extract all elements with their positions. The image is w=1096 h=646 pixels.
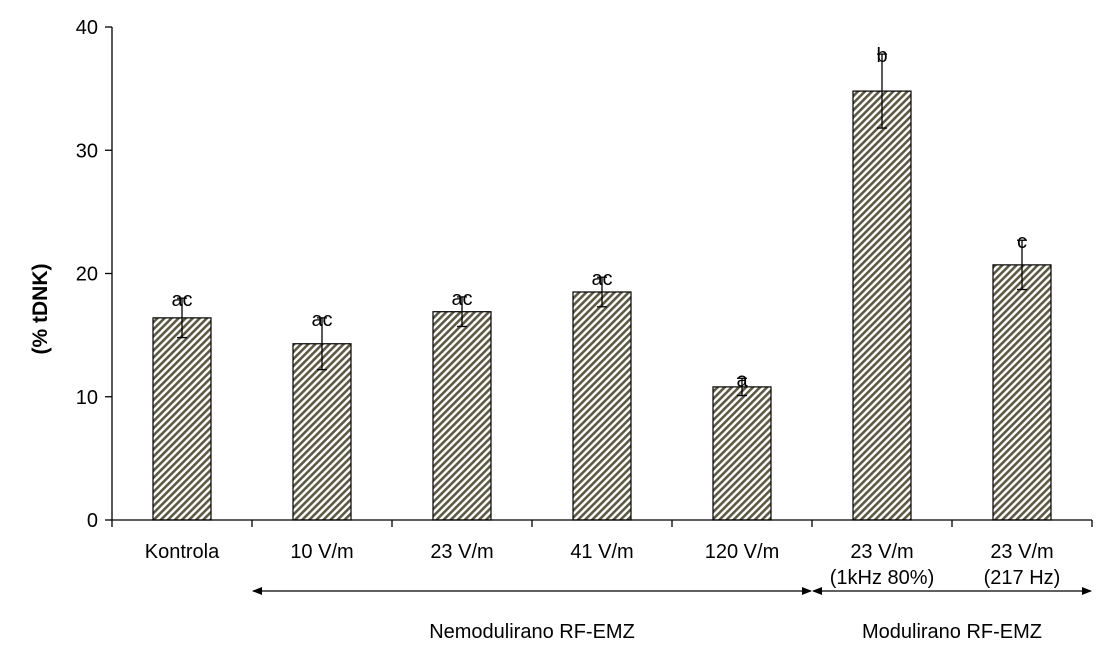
x-axis: Kontrola 10 V/m 23 V/m 41 V/m 120 V/m 23 V/m (…	[111, 519, 1093, 589]
bar-5	[852, 90, 912, 521]
y-tick-label-3: 30	[76, 140, 98, 162]
significance-labels: ac ac ac ac a b c	[171, 45, 1027, 391]
group-label-0: Nemodulirano RF-EMZ	[429, 621, 635, 643]
bar-4	[712, 386, 772, 521]
bar-2	[432, 311, 492, 521]
y-tick-label-2: 20	[76, 264, 98, 286]
x-tick-label-4-0: 120 V/m	[705, 541, 779, 563]
bar-1	[292, 343, 352, 521]
bar-0	[152, 317, 212, 521]
significance-label-4: a	[736, 369, 748, 391]
x-tick-label-2-0: 23 V/m	[430, 541, 493, 563]
significance-label-0: ac	[171, 289, 192, 311]
significance-label-2: ac	[451, 288, 472, 310]
x-tick-label-3-0: 41 V/m	[570, 541, 633, 563]
y-tick-label-0: 0	[87, 510, 98, 532]
significance-label-6: c	[1017, 231, 1027, 253]
x-tick-label-1-0: 10 V/m	[290, 541, 353, 563]
y-tick-label-1: 10	[76, 387, 98, 409]
significance-label-5: b	[876, 45, 887, 67]
bar-6	[992, 264, 1052, 521]
x-tick-label-5-1: (1kHz 80%)	[830, 567, 934, 589]
y-axis: 0 10 20 30 40	[76, 17, 113, 532]
x-tick-label-6-1: (217 Hz)	[984, 567, 1061, 589]
bar-3	[572, 291, 632, 521]
significance-label-1: ac	[311, 309, 332, 331]
x-tick-label-0-0: Kontrola	[145, 541, 220, 563]
error-bars	[177, 53, 1027, 397]
y-tick-label-4: 40	[76, 17, 98, 39]
x-tick-label-6-0: 23 V/m	[990, 541, 1053, 563]
y-axis-label: (% tDNK)	[29, 264, 52, 355]
x-tick-label-5-0: 23 V/m	[850, 541, 913, 563]
significance-label-3: ac	[591, 268, 612, 290]
group-annotations: Nemodulirano RF-EMZ Modulirano RF-EMZ	[252, 587, 1092, 643]
group-label-1: Modulirano RF-EMZ	[862, 621, 1042, 643]
